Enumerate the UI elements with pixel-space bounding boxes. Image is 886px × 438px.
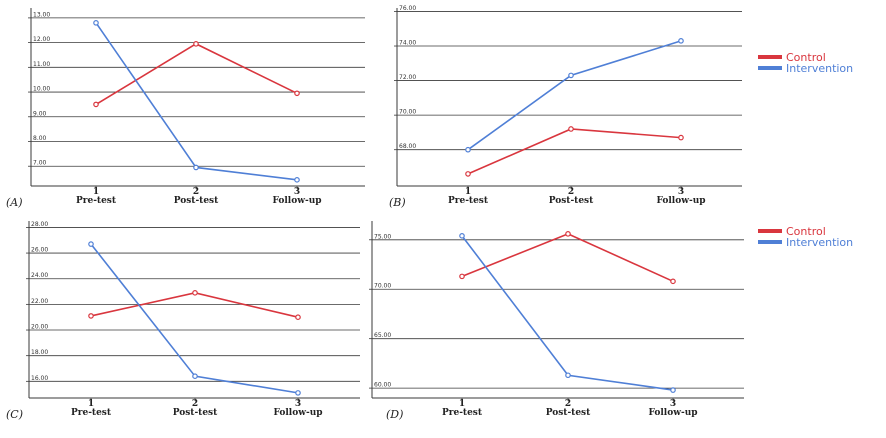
x-tick-label: Follow-up xyxy=(273,408,322,418)
legend-label-control: Control xyxy=(786,51,826,64)
y-tick-label: 9.00 xyxy=(33,110,47,117)
series-line-control xyxy=(95,42,298,106)
data-point-intervention xyxy=(465,146,471,153)
x-tick-label: Pre-test xyxy=(442,408,483,418)
y-tick-label: 68.00 xyxy=(399,143,416,150)
y-tick-label: 28.00 xyxy=(31,221,48,228)
y-tick-label: 12.00 xyxy=(33,36,50,43)
x-tick-label: Post-test xyxy=(174,196,219,206)
x-tick-number: 2 xyxy=(565,399,571,409)
data-point-control xyxy=(459,273,465,280)
y-tick-label: 13.00 xyxy=(33,11,50,18)
data-point-control xyxy=(295,314,301,320)
series-line-control xyxy=(461,232,674,283)
y-tick-label: 75.00 xyxy=(374,233,391,240)
data-point-intervention xyxy=(565,372,571,379)
legend-label-intervention: Intervention xyxy=(786,236,853,249)
data-point-control xyxy=(193,41,199,47)
y-tick-label: 11.00 xyxy=(33,61,50,68)
chart-panel: 16.00 18.00 20.00 22.00 24.00 26.00 28.00 1Pre-… xyxy=(6,221,360,421)
x-tick-number: 3 xyxy=(670,399,676,409)
x-tick-label: Follow-up xyxy=(272,196,321,206)
y-tick-label: 76.00 xyxy=(399,5,416,12)
panel-label: (B) xyxy=(389,196,406,209)
y-tick-label: 65.00 xyxy=(374,332,391,339)
y-tick-label: 60.00 xyxy=(374,382,391,389)
x-tick-label: Pre-test xyxy=(448,196,489,206)
x-tick-label: Follow-up xyxy=(656,196,705,206)
x-tick-number: 1 xyxy=(88,399,94,409)
data-point-intervention xyxy=(295,390,301,396)
series-line-intervention xyxy=(467,40,682,151)
y-tick-label: 8.00 xyxy=(33,135,47,142)
x-tick-number: 2 xyxy=(192,399,198,409)
x-tick-number: 3 xyxy=(294,187,300,197)
data-point-control xyxy=(568,126,574,132)
x-tick-label: Pre-test xyxy=(71,408,112,418)
data-point-intervention xyxy=(568,72,574,79)
x-tick-number: 3 xyxy=(678,187,684,197)
panel-label: (A) xyxy=(6,196,23,209)
legend-label-intervention: Intervention xyxy=(786,62,853,75)
data-point-control xyxy=(93,101,99,108)
panel-label: (C) xyxy=(6,408,23,421)
y-tick-label: 18.00 xyxy=(31,349,48,356)
y-tick-label: 24.00 xyxy=(31,272,48,279)
x-tick-number: 1 xyxy=(93,187,99,197)
y-tick-label: 26.00 xyxy=(31,247,48,254)
data-point-control xyxy=(678,134,684,141)
legend-swatch-intervention xyxy=(758,240,782,244)
panel-label: (D) xyxy=(386,408,403,421)
series-line-intervention xyxy=(461,235,674,391)
y-tick-label: 16.00 xyxy=(31,375,48,382)
series-line-control xyxy=(90,292,299,318)
data-point-control xyxy=(670,278,676,285)
legend-swatch-control xyxy=(758,229,782,233)
y-tick-label: 22.00 xyxy=(31,298,48,305)
legend-swatch-intervention xyxy=(758,66,782,70)
y-tick-label: 7.00 xyxy=(33,160,47,167)
data-point-intervention xyxy=(93,20,99,26)
legend-label-control: Control xyxy=(786,225,826,238)
y-tick-label: 20.00 xyxy=(31,324,48,331)
x-tick-label: Follow-up xyxy=(648,408,697,418)
data-point-control xyxy=(294,90,300,97)
series-line-control xyxy=(467,128,682,175)
x-tick-number: 1 xyxy=(459,399,465,409)
y-tick-label: 70.00 xyxy=(399,109,416,116)
data-point-intervention xyxy=(670,387,676,393)
y-tick-label: 74.00 xyxy=(399,40,416,47)
data-point-intervention xyxy=(459,233,465,239)
x-tick-label: Post-test xyxy=(173,408,218,418)
data-point-intervention xyxy=(88,241,94,247)
data-point-control xyxy=(88,313,94,319)
series-line-intervention xyxy=(90,243,299,394)
x-tick-label: Pre-test xyxy=(76,196,117,206)
x-tick-label: Post-test xyxy=(546,408,591,418)
legend-swatch-control xyxy=(758,55,782,59)
data-point-intervention xyxy=(678,38,684,44)
x-tick-number: 2 xyxy=(193,187,199,197)
y-tick-label: 10.00 xyxy=(33,86,50,93)
y-tick-label: 72.00 xyxy=(399,74,416,81)
x-tick-number: 3 xyxy=(295,399,301,409)
data-point-control xyxy=(192,290,198,296)
data-point-intervention xyxy=(193,164,199,171)
x-tick-label: Post-test xyxy=(549,196,594,206)
data-point-control xyxy=(465,171,471,177)
data-point-intervention xyxy=(192,373,198,379)
data-point-intervention xyxy=(294,177,300,183)
x-tick-number: 1 xyxy=(465,187,471,197)
chart-panel: 7.00 8.00 9.00 10.00 11.00 12.00 13.00 1Pre-tes… xyxy=(6,8,365,209)
data-point-control xyxy=(565,231,571,237)
x-tick-number: 2 xyxy=(568,187,574,197)
y-tick-label: 70.00 xyxy=(374,283,391,290)
